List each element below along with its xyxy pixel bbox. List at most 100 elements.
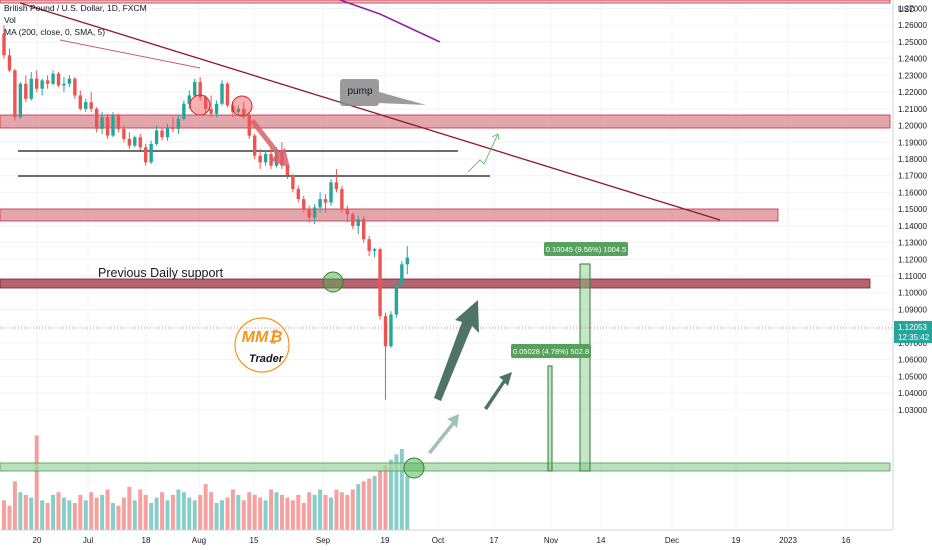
price-axis[interactable]: USD <box>892 0 932 550</box>
price-tick: 1.22000 <box>898 88 927 97</box>
candle-body <box>312 207 317 218</box>
currency-label: USD <box>898 5 915 14</box>
candle-body <box>214 103 219 114</box>
main-downtrend-line[interactable] <box>19 2 721 221</box>
time-tick: 20 <box>33 536 42 545</box>
up-arrow-small[interactable] <box>428 414 459 454</box>
candle-body <box>334 182 339 190</box>
time-tick: 17 <box>490 536 499 545</box>
candle-body <box>165 127 170 138</box>
candle-body <box>323 199 328 203</box>
volume-bar <box>323 494 328 530</box>
up-arrow-medium[interactable] <box>484 372 512 410</box>
volume-bar <box>290 500 295 530</box>
volume-bar <box>241 500 246 530</box>
candle-body <box>372 249 377 251</box>
logo-bottom-text: Trader <box>249 353 284 365</box>
candle-body <box>149 143 153 163</box>
up-sketch-arrow[interactable] <box>467 133 499 173</box>
candle-body <box>291 175 295 190</box>
zone-previous-support[interactable] <box>0 278 871 289</box>
volume-bar <box>269 489 274 530</box>
candle-body <box>345 209 350 215</box>
logo-top-text: MM₿ <box>242 328 283 346</box>
support-retest-circle[interactable] <box>322 271 344 293</box>
pump-callout-box[interactable] <box>340 79 426 106</box>
candle-body <box>51 73 55 84</box>
price-tick: 1.25000 <box>898 38 927 47</box>
volume-bar <box>72 503 77 530</box>
volume-bar <box>225 497 230 530</box>
volume-bar <box>132 500 137 530</box>
candle-body <box>40 80 44 89</box>
candle-body <box>236 108 241 113</box>
price-tick: 1.06000 <box>898 356 927 365</box>
volume-bar <box>192 500 197 530</box>
zone-green-support[interactable] <box>0 462 891 472</box>
time-tick: Nov <box>544 536 558 545</box>
top-circle-2[interactable] <box>231 95 253 117</box>
candle-body <box>258 155 262 163</box>
volume-bar <box>170 494 175 530</box>
volume-bar <box>220 500 224 530</box>
volume-bar <box>23 494 28 530</box>
down-arrow-red[interactable] <box>250 119 290 168</box>
volume-bar <box>83 500 88 530</box>
volume-bar <box>339 492 344 530</box>
up-arrow-large[interactable] <box>434 300 479 401</box>
measure-large-box[interactable] <box>579 263 591 472</box>
candle-body <box>84 102 88 109</box>
candle-body <box>18 83 23 118</box>
candle-body <box>78 95 82 109</box>
volume-bar <box>285 497 290 530</box>
volume-bar <box>100 494 105 530</box>
candle-body <box>2 33 6 56</box>
zone-top-1[interactable] <box>0 0 891 4</box>
candle-body <box>7 55 12 71</box>
volume-bar <box>394 454 399 530</box>
candle-body <box>13 70 17 118</box>
price-tick: 1.24000 <box>898 55 927 64</box>
price-tick: 1.13000 <box>898 239 927 248</box>
candle-body <box>247 115 251 136</box>
candle-body <box>367 239 371 251</box>
volume-bar <box>143 494 148 530</box>
volume-bar <box>105 489 110 530</box>
measure-tools <box>547 263 591 472</box>
candle-body <box>209 108 213 114</box>
candle-body <box>116 115 121 129</box>
candle-body <box>362 219 366 240</box>
volume-bar <box>1 500 6 530</box>
bottom-circle[interactable] <box>403 457 425 479</box>
zone-resistance-1220[interactable] <box>0 114 891 129</box>
candle-body <box>302 199 306 210</box>
candle-body <box>307 209 311 218</box>
zone-resistance-1175[interactable] <box>0 208 779 222</box>
measure-small-box[interactable] <box>547 365 553 472</box>
volume-bar <box>350 489 355 530</box>
volume-bar <box>307 492 312 530</box>
candle-body <box>35 78 39 89</box>
time-tick: 18 <box>142 536 151 545</box>
candle-body <box>29 78 33 99</box>
volume-bar <box>378 470 383 530</box>
up-sketch-arrow-head <box>491 133 500 141</box>
candle-body <box>122 128 126 139</box>
candle-body <box>94 108 99 129</box>
ma-200-line <box>339 0 441 43</box>
price-tick: 1.26000 <box>898 21 927 30</box>
time-tick: Oct <box>432 536 445 545</box>
candle-body <box>56 73 61 86</box>
price-tick: 1.03000 <box>898 406 927 415</box>
candle-body <box>242 108 246 116</box>
time-axis[interactable] <box>0 529 932 550</box>
measure-large-label: 0.10045 (9.56%) 1004.5 <box>546 245 626 254</box>
faint-trendline[interactable] <box>59 39 201 69</box>
mmb-trader-logo: MM₿ Trader <box>234 317 290 373</box>
price-tick: 1.07000 <box>898 339 927 348</box>
candle-body <box>394 284 399 315</box>
candle-body <box>220 83 224 104</box>
candle-body <box>171 127 175 129</box>
top-circle-1[interactable] <box>189 94 211 116</box>
